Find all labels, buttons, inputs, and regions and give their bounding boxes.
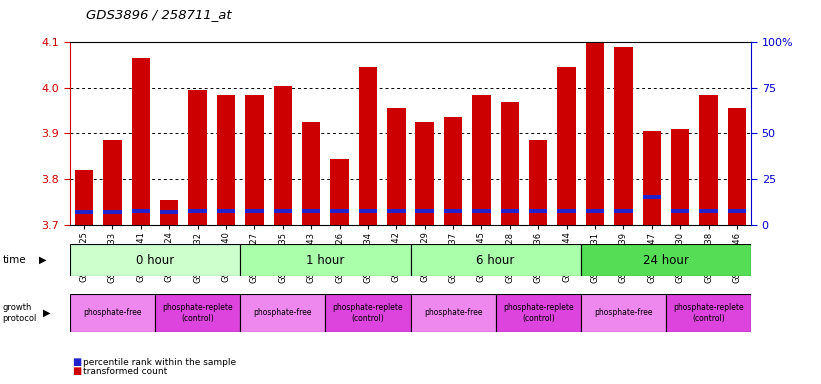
Bar bbox=[727, 209, 746, 213]
Bar bbox=[643, 195, 661, 199]
Bar bbox=[581, 294, 666, 332]
Text: 6 hour: 6 hour bbox=[476, 254, 515, 266]
Bar bbox=[671, 209, 690, 213]
Text: phosphate-free: phosphate-free bbox=[594, 308, 653, 318]
Text: ▶: ▶ bbox=[39, 255, 46, 265]
Text: phosphate-replete
(control): phosphate-replete (control) bbox=[503, 303, 574, 323]
Bar bbox=[643, 131, 661, 225]
Bar bbox=[131, 209, 150, 213]
Bar bbox=[614, 47, 633, 225]
Bar bbox=[103, 210, 122, 214]
Text: ■: ■ bbox=[72, 357, 81, 367]
Bar bbox=[70, 244, 241, 276]
Bar bbox=[160, 200, 178, 225]
Bar bbox=[415, 122, 434, 225]
Bar bbox=[241, 294, 325, 332]
Bar bbox=[188, 90, 207, 225]
Bar bbox=[557, 67, 576, 225]
Bar bbox=[501, 209, 519, 213]
Bar bbox=[387, 209, 406, 213]
Bar bbox=[387, 108, 406, 225]
Bar bbox=[410, 294, 496, 332]
Bar bbox=[330, 209, 349, 213]
Bar bbox=[472, 209, 491, 213]
Bar bbox=[699, 95, 718, 225]
Bar bbox=[496, 294, 581, 332]
Bar bbox=[614, 209, 633, 213]
Text: phosphate-free: phosphate-free bbox=[83, 308, 142, 318]
Text: 0 hour: 0 hour bbox=[135, 254, 174, 266]
Bar bbox=[359, 209, 377, 213]
Bar bbox=[75, 170, 94, 225]
Text: phosphate-free: phosphate-free bbox=[254, 308, 312, 318]
Bar bbox=[245, 95, 264, 225]
Bar bbox=[103, 140, 122, 225]
Text: ■: ■ bbox=[72, 366, 81, 376]
Text: ▶: ▶ bbox=[43, 308, 50, 318]
Bar bbox=[273, 209, 292, 213]
Text: phosphate-replete
(control): phosphate-replete (control) bbox=[333, 303, 403, 323]
Bar bbox=[359, 67, 377, 225]
Bar bbox=[245, 209, 264, 213]
Text: growth
protocol: growth protocol bbox=[2, 303, 37, 323]
Bar bbox=[586, 209, 604, 213]
Bar bbox=[131, 58, 150, 225]
Bar bbox=[75, 210, 94, 214]
Bar bbox=[472, 95, 491, 225]
Bar bbox=[529, 140, 548, 225]
Text: 1 hour: 1 hour bbox=[306, 254, 345, 266]
Bar bbox=[671, 129, 690, 225]
Bar bbox=[501, 101, 519, 225]
Text: transformed count: transformed count bbox=[83, 367, 167, 376]
Bar bbox=[160, 210, 178, 214]
Bar bbox=[699, 209, 718, 213]
Bar bbox=[241, 244, 410, 276]
Text: time: time bbox=[2, 255, 26, 265]
Bar bbox=[273, 86, 292, 225]
Bar bbox=[217, 209, 235, 213]
Bar bbox=[330, 159, 349, 225]
Bar bbox=[302, 209, 320, 213]
Bar bbox=[581, 244, 751, 276]
Text: phosphate-replete
(control): phosphate-replete (control) bbox=[673, 303, 744, 323]
Bar bbox=[302, 122, 320, 225]
Bar bbox=[586, 42, 604, 225]
Bar bbox=[415, 209, 434, 213]
Bar bbox=[325, 294, 410, 332]
Bar bbox=[70, 294, 155, 332]
Bar bbox=[444, 118, 462, 225]
Bar bbox=[155, 294, 240, 332]
Bar bbox=[444, 209, 462, 213]
Text: phosphate-free: phosphate-free bbox=[424, 308, 483, 318]
Bar bbox=[188, 209, 207, 213]
Bar bbox=[666, 294, 751, 332]
Bar bbox=[727, 108, 746, 225]
Text: percentile rank within the sample: percentile rank within the sample bbox=[83, 358, 236, 367]
Text: phosphate-replete
(control): phosphate-replete (control) bbox=[163, 303, 233, 323]
Bar bbox=[410, 244, 581, 276]
Bar bbox=[217, 95, 235, 225]
Text: GDS3896 / 258711_at: GDS3896 / 258711_at bbox=[86, 8, 232, 21]
Text: 24 hour: 24 hour bbox=[643, 254, 689, 266]
Bar bbox=[557, 209, 576, 213]
Bar bbox=[529, 209, 548, 213]
